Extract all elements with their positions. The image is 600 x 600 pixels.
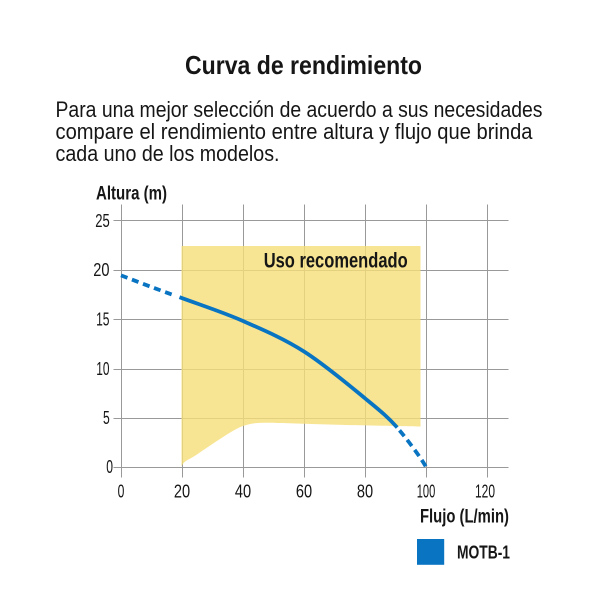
svg-text:MOTB-1: MOTB-1 — [457, 541, 510, 562]
svg-text:100: 100 — [417, 481, 436, 501]
svg-text:0: 0 — [106, 457, 113, 477]
svg-text:120: 120 — [475, 482, 495, 502]
svg-text:Altura (m): Altura (m) — [96, 183, 167, 204]
svg-text:60: 60 — [296, 481, 312, 501]
svg-text:80: 80 — [357, 481, 373, 501]
svg-text:25: 25 — [95, 211, 110, 231]
svg-text:40: 40 — [235, 481, 251, 501]
svg-text:Para una mejor selección de ac: Para una mejor selección de acuerdo a su… — [56, 97, 543, 122]
svg-text:20: 20 — [93, 260, 109, 280]
svg-text:Flujo (L/min): Flujo (L/min) — [420, 505, 509, 527]
svg-text:compare el rendimiento entre a: compare el rendimiento entre altura y fl… — [56, 119, 533, 144]
svg-text:5: 5 — [103, 408, 110, 428]
svg-text:Uso recomendado: Uso recomendado — [264, 250, 408, 273]
svg-text:20: 20 — [174, 482, 190, 502]
svg-text:10: 10 — [96, 359, 109, 379]
svg-text:15: 15 — [96, 310, 109, 330]
svg-text:cada uno de los modelos.: cada uno de los modelos. — [56, 141, 280, 166]
svg-text:0: 0 — [118, 481, 125, 501]
svg-text:Curva de rendimiento: Curva de rendimiento — [185, 50, 422, 80]
